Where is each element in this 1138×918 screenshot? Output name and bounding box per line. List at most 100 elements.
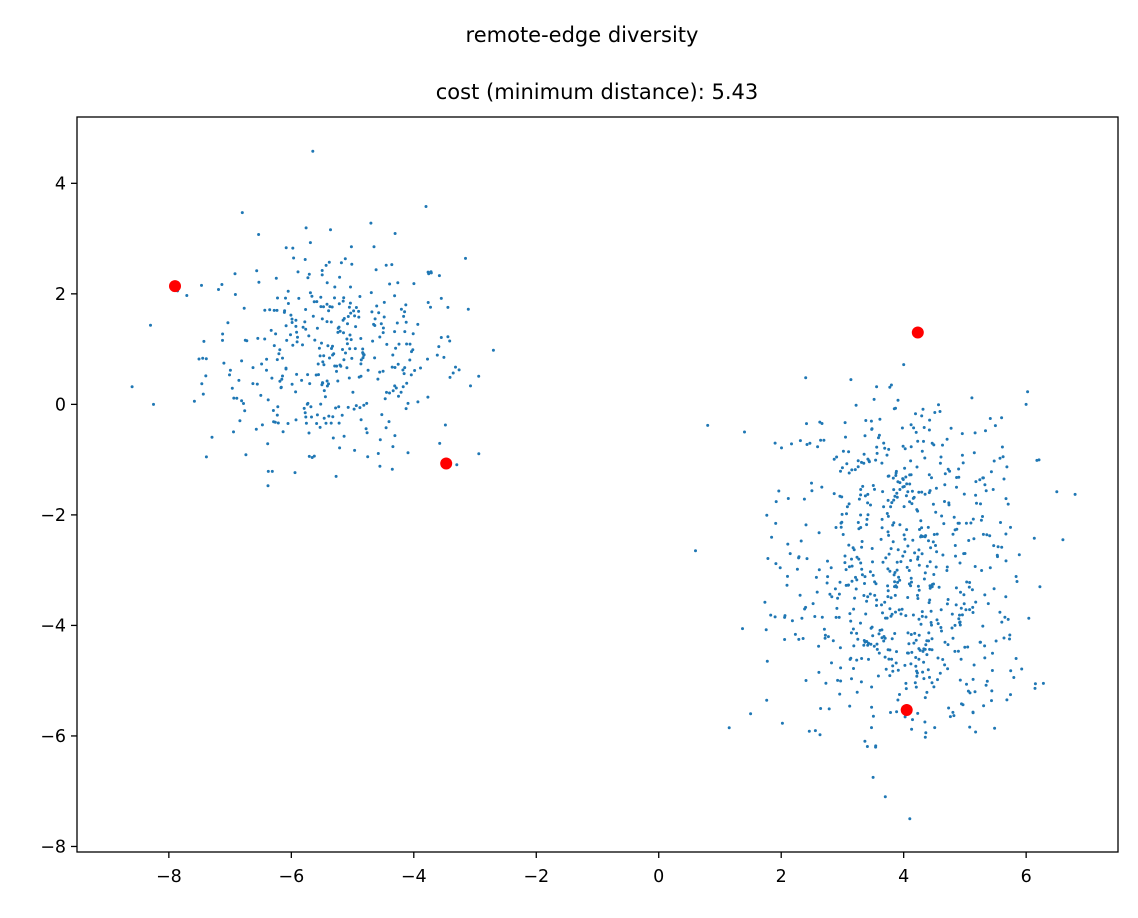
data-point — [952, 714, 956, 718]
data-point — [938, 410, 942, 413]
data-point — [931, 540, 935, 544]
data-point — [237, 378, 241, 382]
data-point — [1001, 455, 1005, 459]
data-point — [426, 301, 430, 304]
data-point — [835, 455, 839, 459]
data-point — [290, 317, 294, 321]
data-point — [914, 638, 918, 642]
data-point — [839, 666, 843, 670]
data-point — [851, 627, 855, 631]
data-point — [859, 561, 863, 565]
data-point — [348, 333, 352, 337]
data-point — [832, 492, 836, 496]
data-point — [893, 571, 897, 574]
data-point — [342, 434, 346, 438]
data-point — [342, 317, 346, 320]
data-point — [359, 418, 363, 422]
data-point — [847, 450, 851, 454]
data-point — [902, 505, 906, 509]
data-point — [380, 413, 384, 417]
data-point — [870, 427, 874, 431]
data-point — [920, 610, 924, 614]
data-point — [346, 405, 350, 409]
data-point — [916, 439, 920, 443]
data-point — [910, 727, 914, 731]
data-point — [818, 420, 822, 424]
data-point — [201, 392, 205, 396]
data-point — [883, 655, 887, 659]
data-point — [911, 613, 915, 617]
data-point — [807, 729, 811, 733]
data-point — [204, 357, 208, 361]
data-point — [801, 637, 805, 640]
data-point — [903, 715, 907, 719]
data-point — [904, 475, 908, 479]
data-point — [838, 646, 842, 650]
data-point — [808, 441, 812, 445]
data-point — [996, 545, 1000, 549]
data-point — [886, 595, 890, 599]
data-point — [908, 500, 912, 504]
data-point — [942, 522, 946, 526]
data-point — [868, 592, 872, 596]
data-point — [280, 377, 284, 381]
data-point — [270, 376, 274, 380]
data-point — [322, 363, 326, 367]
data-point — [904, 614, 908, 618]
data-point — [329, 320, 333, 324]
data-point — [201, 356, 205, 360]
data-point — [271, 409, 275, 412]
data-point — [896, 548, 900, 552]
data-point — [920, 614, 924, 618]
data-point — [892, 498, 896, 502]
data-point — [394, 346, 398, 350]
data-point — [325, 379, 329, 383]
data-point — [1032, 536, 1036, 540]
data-point — [351, 390, 355, 394]
data-point — [895, 568, 899, 572]
data-point — [852, 644, 856, 648]
data-point — [404, 320, 408, 324]
data-point — [310, 294, 314, 298]
data-point — [448, 375, 452, 379]
data-point — [939, 455, 943, 459]
data-point — [945, 569, 949, 572]
data-point — [999, 521, 1002, 524]
data-point — [429, 271, 433, 275]
data-point — [945, 565, 949, 569]
data-point — [376, 377, 380, 381]
data-point — [853, 596, 857, 600]
data-point — [848, 612, 852, 616]
data-point — [898, 488, 902, 491]
x-tick-label: 2 — [776, 867, 787, 887]
data-point — [240, 399, 244, 403]
data-point — [263, 308, 267, 312]
data-point — [903, 537, 907, 541]
data-point — [1009, 525, 1012, 529]
y-tick-label: 0 — [55, 395, 66, 415]
data-point — [454, 365, 457, 369]
data-point — [276, 405, 280, 409]
data-point — [281, 430, 285, 434]
data-point — [294, 390, 298, 394]
data-point — [353, 314, 357, 318]
data-point — [375, 304, 379, 308]
data-point — [820, 615, 824, 619]
data-point — [859, 680, 863, 684]
data-point — [832, 457, 836, 461]
data-point — [895, 491, 899, 495]
data-point — [850, 564, 854, 568]
data-point — [919, 535, 923, 539]
data-point — [906, 631, 910, 635]
data-point — [805, 443, 809, 446]
data-point — [888, 607, 892, 611]
data-point — [925, 653, 929, 657]
data-point — [964, 521, 968, 525]
data-point — [291, 246, 295, 250]
data-point — [865, 599, 869, 603]
data-point — [325, 281, 329, 285]
data-point — [886, 648, 890, 652]
data-point — [354, 325, 358, 329]
data-point — [909, 576, 913, 580]
data-point — [1003, 615, 1007, 619]
